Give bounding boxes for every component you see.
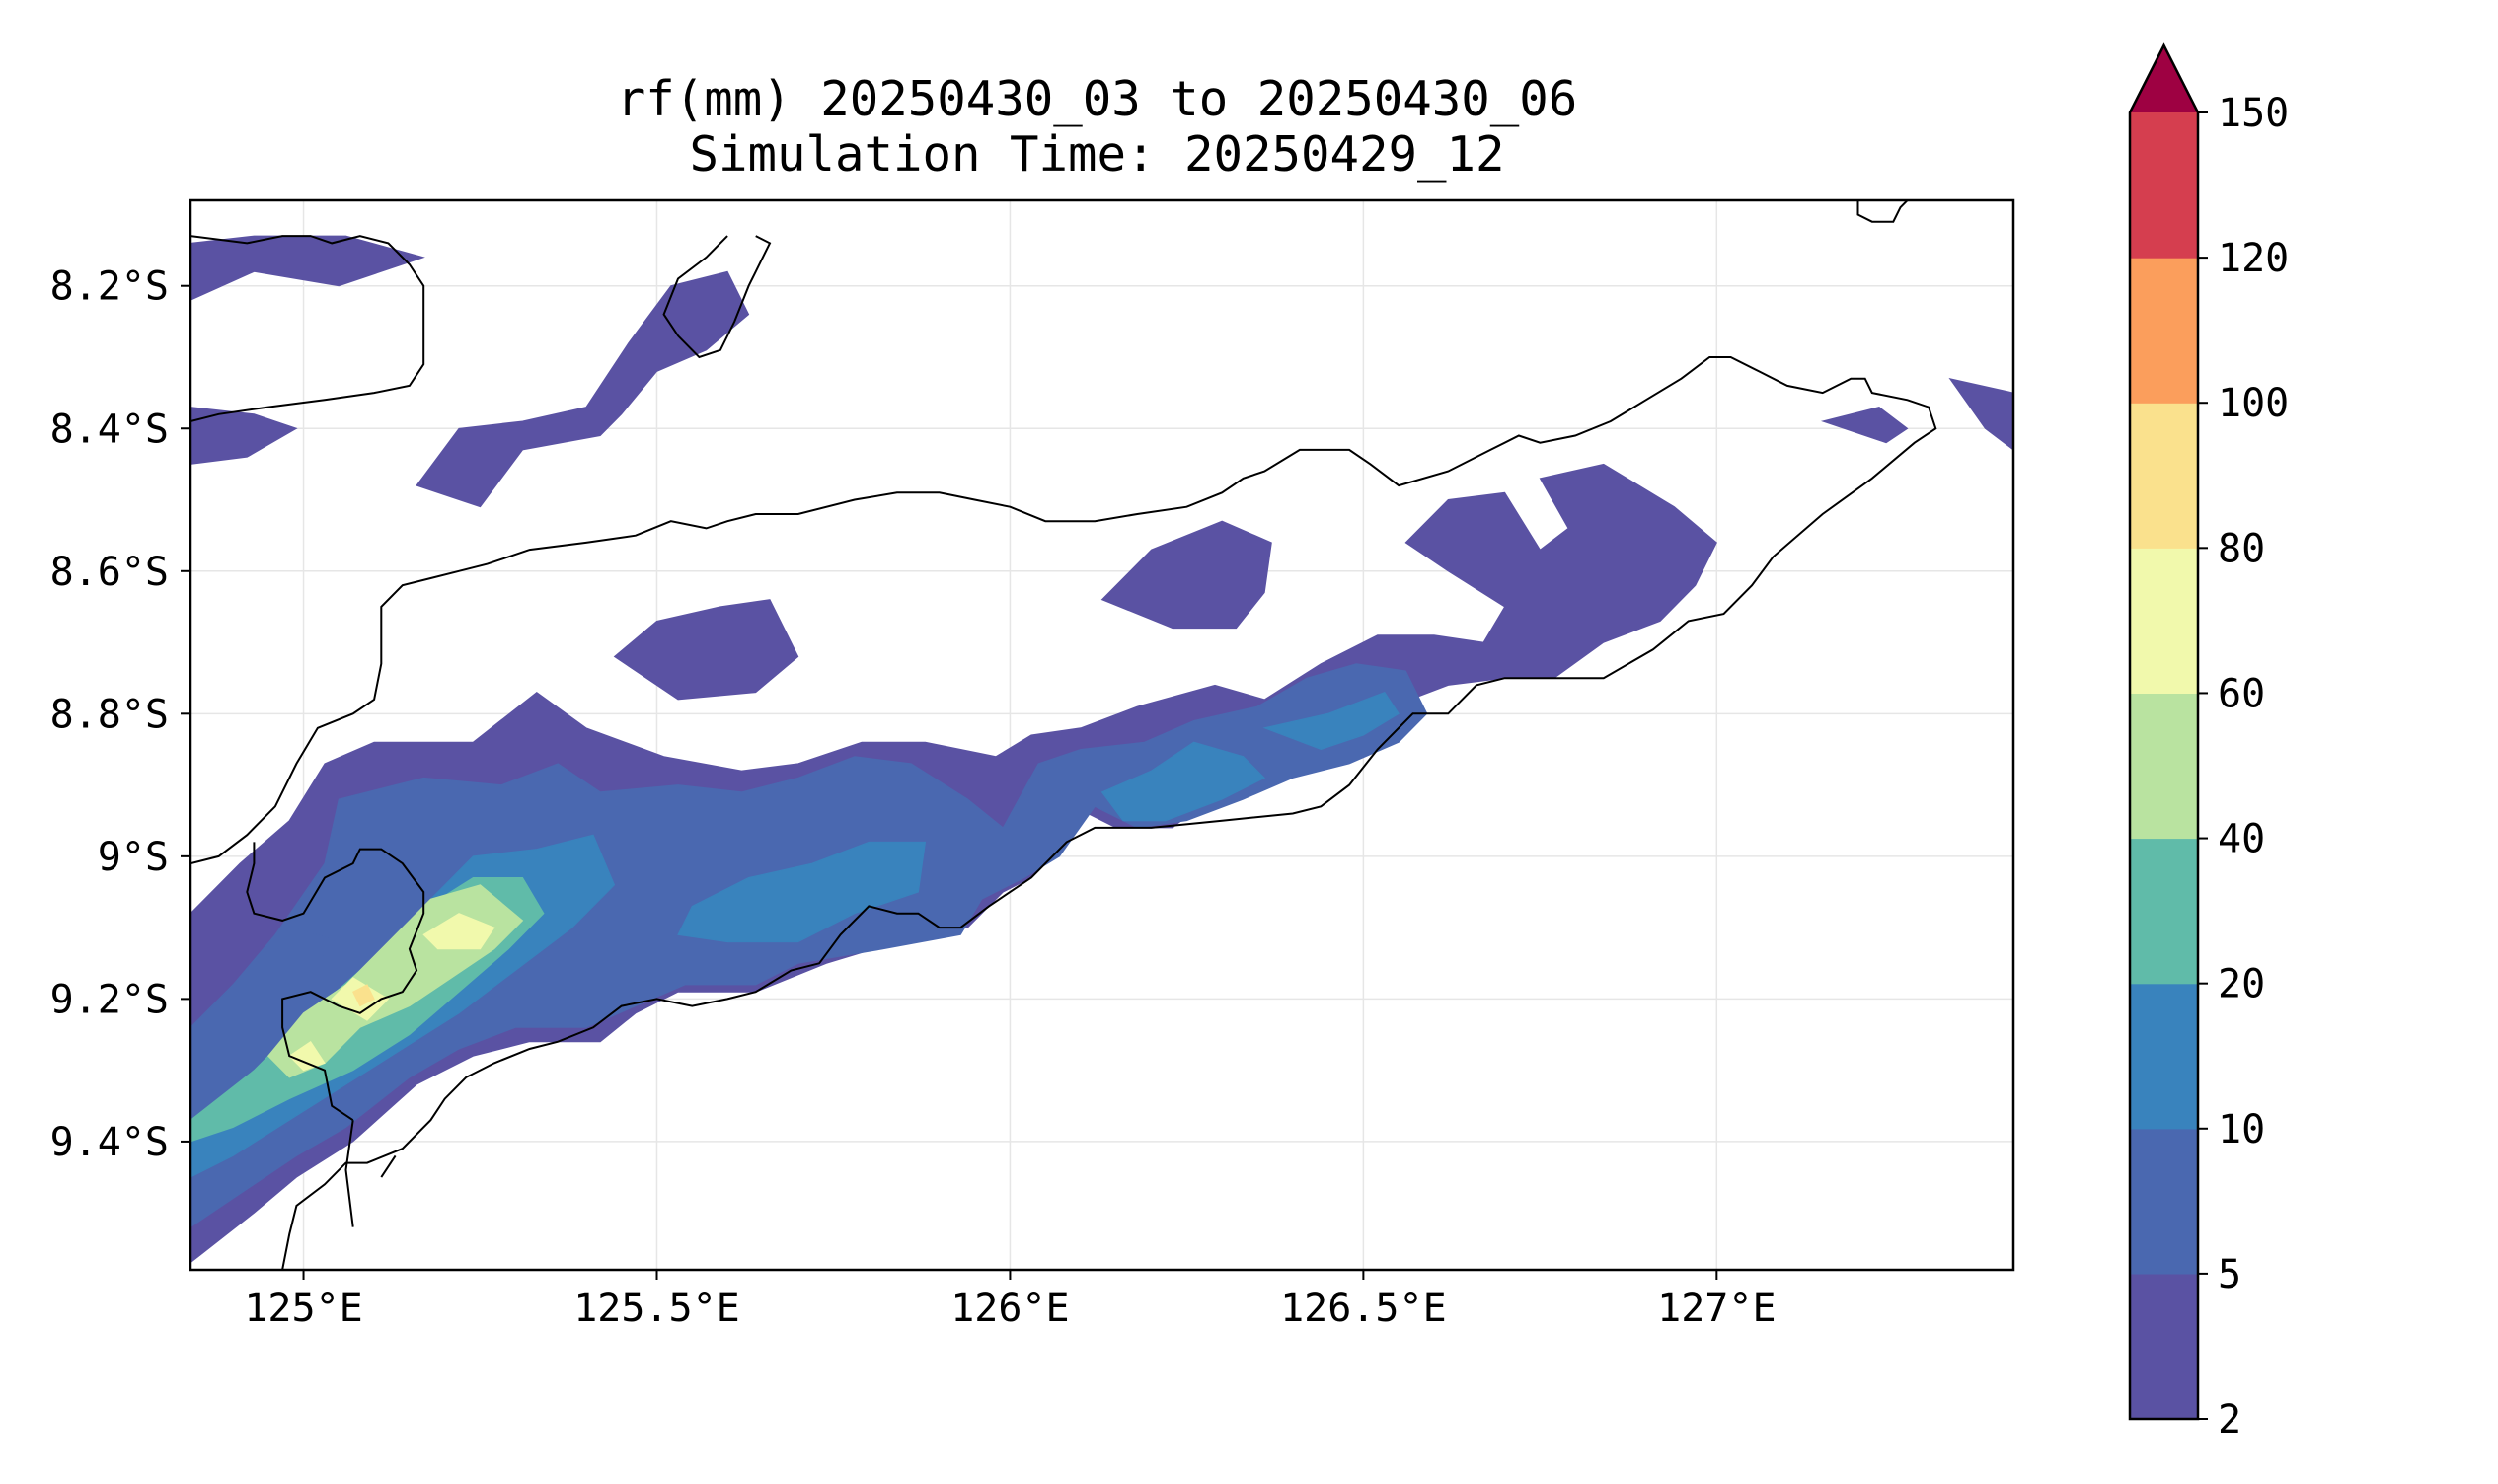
rain-contour-5mm-1 xyxy=(296,927,341,957)
rain-contour-2mm-1 xyxy=(190,407,298,465)
coastline-0 xyxy=(190,235,425,422)
coastline-4 xyxy=(380,1154,397,1178)
rain-contour-2mm-7 xyxy=(1948,377,2013,451)
rain-contour-60mm-2 xyxy=(288,1041,326,1072)
coastline-5 xyxy=(246,842,425,1122)
rain-contour-2mm-4 xyxy=(1100,520,1272,630)
coastline-3 xyxy=(344,1120,354,1227)
colorbar-outline xyxy=(2128,42,2200,1421)
colorbar-tick-label-2: 10 xyxy=(2218,1107,2265,1152)
colorbar-tick-label-3: 20 xyxy=(2218,962,2265,1007)
x-tick-label-3: 126.5°E xyxy=(1280,1286,1447,1331)
colorbar-segment-20-40 xyxy=(2130,838,2198,985)
rain-contour-10mm-1 xyxy=(677,841,927,943)
y-tick-label-5: 9.2°S xyxy=(50,977,169,1022)
colorbar-tick-label-0: 2 xyxy=(2218,1397,2241,1443)
colorbar-segment-120-150 xyxy=(2130,112,2198,259)
rain-contour-2mm-0 xyxy=(190,235,425,301)
rain-contour-2mm-6 xyxy=(1820,407,1909,444)
coastline-6 xyxy=(1856,200,1909,223)
y-tick-label-4: 9°S xyxy=(98,835,169,880)
rain-contour-60mm-0 xyxy=(422,913,495,950)
colorbar-segment-5-10 xyxy=(2130,1128,2198,1275)
x-tick-label-0: 125°E xyxy=(244,1286,362,1331)
colorbar-segment-40-60 xyxy=(2130,693,2198,840)
x-tick-label-1: 125.5°E xyxy=(573,1286,740,1331)
x-tick-label-2: 126°E xyxy=(950,1286,1069,1331)
colorbar-segment-80-100 xyxy=(2130,403,2198,549)
y-tick-label-3: 8.8°S xyxy=(50,692,169,737)
colorbar-tick-label-6: 80 xyxy=(2218,526,2265,571)
x-tick-label-4: 127°E xyxy=(1657,1286,1776,1331)
colorbar-segment-2-5 xyxy=(2130,1273,2198,1420)
coastline-1 xyxy=(662,235,772,359)
y-tick-label-6: 9.4°S xyxy=(50,1120,169,1165)
coastline-2 xyxy=(190,356,1937,1270)
colorbar: 2 5 10 20 40 60 80 100 120 150 xyxy=(2128,42,2289,1443)
plot-title-line1: rf(mm) 20250430_03 to 20250430_06 xyxy=(616,71,1578,127)
x-axis: 125°E 125.5°E 126°E 126.5°E 127°E xyxy=(244,1270,1777,1331)
y-tick-label-1: 8.4°S xyxy=(50,407,169,452)
y-tick-label-0: 8.2°S xyxy=(50,264,169,310)
colorbar-segment-10-20 xyxy=(2130,983,2198,1130)
colorbar-extend-arrow xyxy=(2130,45,2198,112)
rain-contour-10mm-3 xyxy=(1262,691,1400,751)
rain-contour-10mm-2 xyxy=(1100,741,1266,822)
rain-contour-2mm-3 xyxy=(613,599,799,701)
colorbar-tick-label-5: 60 xyxy=(2218,671,2265,716)
colorbar-tick-label-4: 40 xyxy=(2218,817,2265,862)
map-frame xyxy=(189,198,2015,1272)
colorbar-tick-label-8: 120 xyxy=(2218,236,2289,281)
map-content xyxy=(190,200,2013,1270)
y-tick-label-2: 8.6°S xyxy=(50,550,169,595)
rain-contour-2mm-2 xyxy=(416,270,750,508)
colorbar-tick-label-9: 150 xyxy=(2218,91,2289,136)
rain-contour-80mm-0 xyxy=(352,984,375,1007)
colorbar-tick-label-1: 5 xyxy=(2218,1252,2241,1298)
y-axis: 8.2°S 8.4°S 8.6°S 8.8°S 9°S 9.2°S 9.4°S xyxy=(50,264,190,1165)
plot-title-line2: Simulation Time: 20250429_12 xyxy=(689,126,1505,183)
colorbar-tick-label-7: 100 xyxy=(2218,381,2289,426)
colorbar-segment-60-80 xyxy=(2130,548,2198,694)
colorbar-segment-100-120 xyxy=(2130,258,2198,404)
